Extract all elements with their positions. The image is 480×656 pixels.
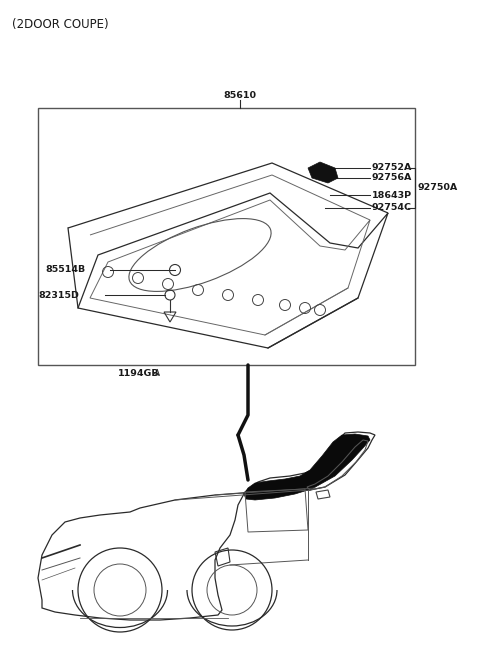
Bar [38,108,415,365]
Polygon shape [308,162,338,183]
Text: 92752A: 92752A [372,163,412,173]
Text: 92756A: 92756A [372,173,412,182]
Text: 85514B: 85514B [45,266,85,274]
Text: 92750A: 92750A [418,184,458,192]
Polygon shape [244,434,370,500]
Text: 85610: 85610 [224,91,256,100]
Text: 82315D: 82315D [38,291,79,300]
Text: 92754C: 92754C [372,203,412,213]
Text: 18643P: 18643P [372,190,412,199]
Text: 1194GB: 1194GB [118,369,159,379]
Text: (2DOOR COUPE): (2DOOR COUPE) [12,18,108,31]
